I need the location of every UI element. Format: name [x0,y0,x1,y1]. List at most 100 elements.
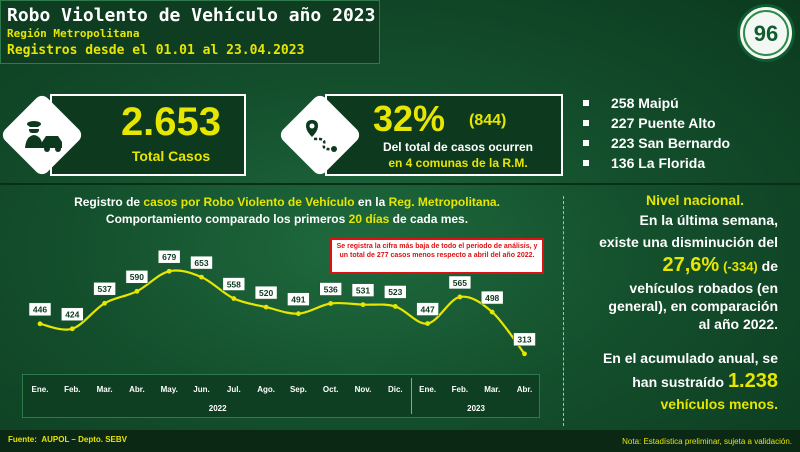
chart-title-highlight: 20 días [348,212,390,226]
data-point [328,301,334,306]
logo-ring [743,10,789,56]
route-pin-icon [306,120,337,152]
chart-title-part: Comportamiento comparado los primeros [105,212,349,226]
comunas-list: 258 Maipú 227 Puente Alto 223 San Bernar… [583,95,730,175]
data-label-box [93,281,116,296]
data-label: 653 [194,258,208,268]
footer-note: Nota: Estadística preliminar, sujeta a v… [622,437,792,446]
percent-desc-line2: en 4 comunas de la R.M. [388,156,528,170]
national-pct: 27,6% [662,254,720,276]
x-tick-label: Nov. [355,385,372,394]
x-tick-label: Ene. [32,385,49,394]
list-item: 227 Puente Alto [583,115,730,135]
national-total-line: han sustraído 1.238 [632,370,778,393]
annotation-note: Se registra la cifra más baja de todo el… [330,238,544,274]
source: Fuente: AUPOL – Depto. SEBV [8,435,127,444]
data-label-box [190,255,213,270]
series-line [39,269,526,355]
national-line: vehículos menos. [660,396,778,412]
data-label-box [254,285,278,300]
data-label-box [480,290,504,305]
data-label-box [287,292,310,306]
header-box: Robo Violento de Vehículo año 2023 Regió… [0,0,380,64]
bullet-icon [583,160,589,166]
national-de: de [757,258,778,274]
x-tick-label: Jul. [227,385,241,394]
data-point [360,302,366,308]
national-line: al año 2022. [698,316,778,332]
x-tick-label: Mar. [97,385,113,394]
data-point [392,304,398,309]
data-point [296,311,301,317]
year-label: 2023 [467,404,485,413]
chart-title-highlight: casos por Robo Violento de Vehículo [143,195,355,209]
data-label-box [157,249,181,264]
section-divider [0,183,800,185]
national-total-prefix: han sustraído [632,374,728,390]
national-line: general), en comparación [608,298,778,314]
data-label-box [125,270,149,284]
data-point [489,309,495,315]
data-label-box [222,277,246,291]
data-point [102,300,107,306]
data-label-box [448,275,472,290]
data-point [37,321,43,327]
data-label: 447 [421,304,435,314]
x-tick-label: Dic. [388,385,403,394]
list-item: 258 Maipú [583,95,730,115]
x-tick-label: Feb. [64,385,80,394]
data-label: 313 [517,335,531,345]
chart-title: Registro de casos por Robo Violento de V… [22,194,552,228]
national-total-value: 1.238 [727,370,778,392]
list-item: 136 La Florida [583,155,730,175]
data-point [457,294,463,300]
data-label: 679 [162,252,176,262]
national-line: En la última semana, [639,212,779,228]
data-label: 424 [65,310,79,320]
thief-car-icon [25,121,62,152]
data-label: 558 [227,279,241,289]
logo: 96 [737,4,795,62]
data-label: 498 [485,293,499,303]
national-title: Nivel nacional. [645,192,744,208]
data-label-box [319,282,343,296]
data-label-box [60,307,84,322]
comuna-label: 223 San Bernardo [611,135,731,151]
chart-title-line2: Comportamiento comparado los primeros 20… [22,211,552,228]
data-label: 491 [291,294,305,304]
data-label: 537 [98,284,112,294]
total-cases-box: 2.653 Total Casos [50,94,246,176]
bullet-icon [583,140,589,146]
data-point [69,326,75,332]
data-label-box [351,283,375,297]
percent-count: (844) [469,112,507,129]
logo-text: 96 [753,21,779,46]
data-label: 446 [33,305,47,315]
data-point [231,296,237,301]
bullet-icon [583,120,589,126]
national-line: En el acumulado anual, se [602,350,778,366]
national-pct-line: 27,6% (-334) de [662,254,778,277]
page-title: Robo Violento de Vehículo año 2023 [7,5,376,26]
x-tick-label: Abr. [129,385,145,394]
region-label: Región Metropolitana [7,27,140,40]
data-point [134,288,140,294]
data-point [166,268,172,274]
x-tick-label: Ago. [257,385,275,394]
data-label-box [513,332,536,347]
date-range: Registros desde el 01.01 al 23.04.2023 [7,43,305,58]
percent-box: 32% (844) Del total de casos ocurren en … [325,94,563,176]
chart-title-part: en la [354,195,389,209]
x-tick-label: Abr. [517,385,533,394]
chart-title-line1: Registro de casos por Robo Violento de V… [22,194,552,211]
footer: Fuente: AUPOL – Depto. SEBV Nota: Estadí… [0,430,800,452]
bullet-icon [583,100,589,106]
x-tick-label: May. [161,385,178,394]
national-line: existe una disminución del [599,234,778,250]
data-label: 536 [324,284,338,294]
comuna-label: 136 La Florida [611,155,706,171]
chart-title-part: Registro de [74,195,144,209]
x-tick-label: Sep. [290,385,307,394]
x-tick-label: Jun. [193,385,209,394]
